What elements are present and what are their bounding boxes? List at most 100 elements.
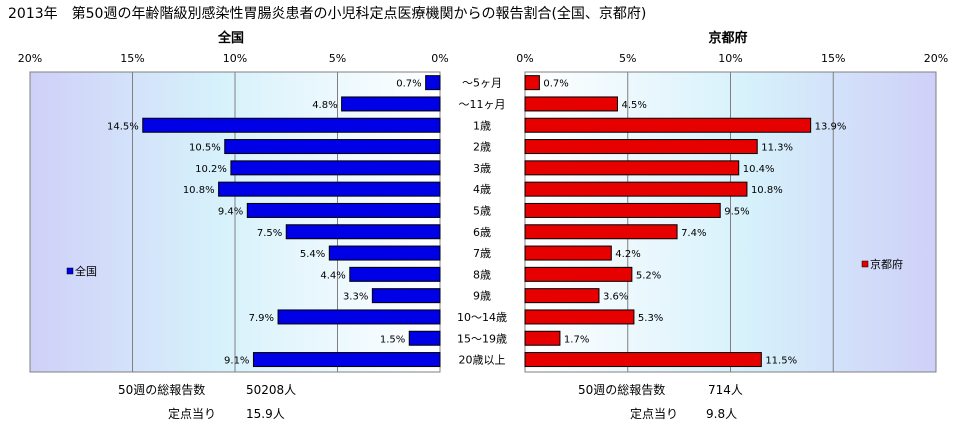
left-per-label: 定点当り	[168, 406, 216, 421]
category-label: 1歳	[473, 119, 491, 132]
right-bar	[524, 330, 561, 346]
left-bar	[224, 139, 441, 155]
right-data-label: 5.3%	[638, 313, 663, 324]
left-tick-label: 0%	[431, 52, 448, 65]
left-legend-label: 全国	[75, 264, 97, 278]
left-legend-swatch	[66, 267, 74, 275]
right-bar	[524, 202, 721, 218]
left-data-label: 9.4%	[218, 206, 243, 217]
left-data-label: 10.5%	[189, 143, 221, 154]
right-data-label: 1.7%	[564, 334, 589, 345]
right-data-label: 11.3%	[761, 143, 793, 154]
left-data-label: 10.8%	[183, 185, 215, 196]
right-data-label: 11.5%	[765, 356, 797, 367]
category-label: 2歳	[473, 141, 491, 154]
right-data-label: 9.5%	[724, 206, 749, 217]
left-bar	[371, 288, 441, 304]
left-bar	[425, 75, 441, 91]
right-legend-swatch	[861, 260, 869, 268]
left-data-label: 0.7%	[396, 79, 421, 90]
right-data-label: 7.4%	[681, 228, 706, 239]
right-bar	[524, 96, 618, 112]
right-data-label: 13.9%	[815, 121, 847, 132]
right-per-label: 定点当り	[630, 406, 678, 421]
left-data-label: 1.5%	[380, 334, 405, 345]
left-bar	[252, 352, 441, 368]
right-data-label: 10.4%	[743, 164, 775, 175]
category-label: 3歳	[473, 162, 491, 175]
category-label: 15～19歳	[457, 332, 507, 345]
left-total-label: 50週の総報告数	[118, 382, 205, 397]
right-panel-title: 京都府	[708, 30, 747, 46]
left-tick-label: 20%	[18, 52, 42, 65]
right-bar	[524, 224, 678, 240]
left-total-value: 50208人	[246, 383, 296, 397]
left-bar	[218, 181, 441, 197]
left-data-label: 9.1%	[224, 356, 249, 367]
right-bar	[524, 245, 612, 261]
right-total-label: 50週の総報告数	[578, 382, 665, 397]
right-total-value: 714人	[708, 383, 743, 397]
left-bar	[328, 245, 441, 261]
right-tick-label: 10%	[718, 52, 742, 65]
left-data-label: 10.2%	[195, 164, 227, 175]
right-tick-label: 15%	[821, 52, 845, 65]
right-bar	[524, 117, 812, 133]
category-label: 9歳	[473, 290, 491, 303]
right-per-value: 9.8人	[706, 407, 737, 421]
left-bar	[349, 266, 441, 282]
left-tick-label: 15%	[120, 52, 144, 65]
right-bar	[524, 309, 635, 325]
category-label: ～5ヶ月	[462, 77, 502, 90]
right-data-label: 0.7%	[543, 79, 568, 90]
right-bar	[524, 139, 758, 155]
right-bar	[524, 160, 740, 176]
left-tick-label: 10%	[223, 52, 247, 65]
right-bar	[524, 288, 600, 304]
chart-title: 2013年 第50週の年齢階級別感染性胃腸炎患者の小児科定点医療機関からの報告割…	[8, 5, 646, 22]
left-tick-label: 5%	[329, 52, 346, 65]
left-data-label: 4.4%	[320, 270, 345, 281]
left-bar	[341, 96, 441, 112]
left-data-label: 14.5%	[107, 121, 139, 132]
left-bar	[277, 309, 441, 325]
left-bar	[142, 117, 441, 133]
left-bars: 0.7% 4.8% 14.5% 10.5% 10.2% 10.8%9.4% 7.5% 5.4%…	[107, 75, 441, 368]
left-data-label: 3.3%	[343, 292, 368, 303]
right-data-label: 4.5%	[621, 100, 646, 111]
right-bars: 0.7% 4.5% 13.9% 11.3% 10.4% 10.8%9.5% 7.4% 4.2%…	[524, 75, 847, 368]
left-bar	[285, 224, 441, 240]
category-label: 8歳	[473, 268, 491, 281]
left-bar	[246, 202, 441, 218]
right-data-label: 3.6%	[603, 292, 628, 303]
right-axis-ticks: 0% 5% 10% 15% 20%	[516, 52, 948, 65]
left-data-label: 7.9%	[249, 313, 274, 324]
right-bar	[524, 75, 540, 91]
category-label: ～11ヶ月	[459, 98, 506, 111]
category-label: 4歳	[473, 183, 491, 196]
right-bar	[524, 266, 633, 282]
left-footer: 50週の総報告数 50208人 定点当り 15.9人	[118, 382, 296, 421]
right-legend-label: 京都府	[870, 257, 903, 271]
category-label: 7歳	[473, 247, 491, 260]
right-tick-label: 20%	[924, 52, 948, 65]
category-label: 10～14歳	[457, 311, 507, 324]
category-label: 5歳	[473, 204, 491, 217]
right-tick-label: 0%	[516, 52, 533, 65]
left-bar	[230, 160, 441, 176]
left-bar	[408, 330, 441, 346]
category-labels: ～5ヶ月 ～11ヶ月 1歳 2歳 3歳 4歳 5歳 6歳 7歳 8歳 9歳 10～14歳 15～19歳 2…	[457, 77, 507, 367]
left-axis-ticks: 0% 5% 10% 15% 20%	[18, 52, 449, 65]
category-label: 20歳以上	[459, 354, 506, 367]
left-data-label: 4.8%	[312, 100, 337, 111]
right-tick-label: 5%	[619, 52, 636, 65]
left-panel-title: 全国	[217, 30, 244, 46]
right-bar	[524, 181, 748, 197]
right-data-label: 4.2%	[615, 249, 640, 260]
right-legend: 京都府	[861, 257, 903, 271]
category-label: 6歳	[473, 226, 491, 239]
right-footer: 50週の総報告数 714人 定点当り 9.8人	[578, 382, 743, 421]
left-data-label: 7.5%	[257, 228, 282, 239]
